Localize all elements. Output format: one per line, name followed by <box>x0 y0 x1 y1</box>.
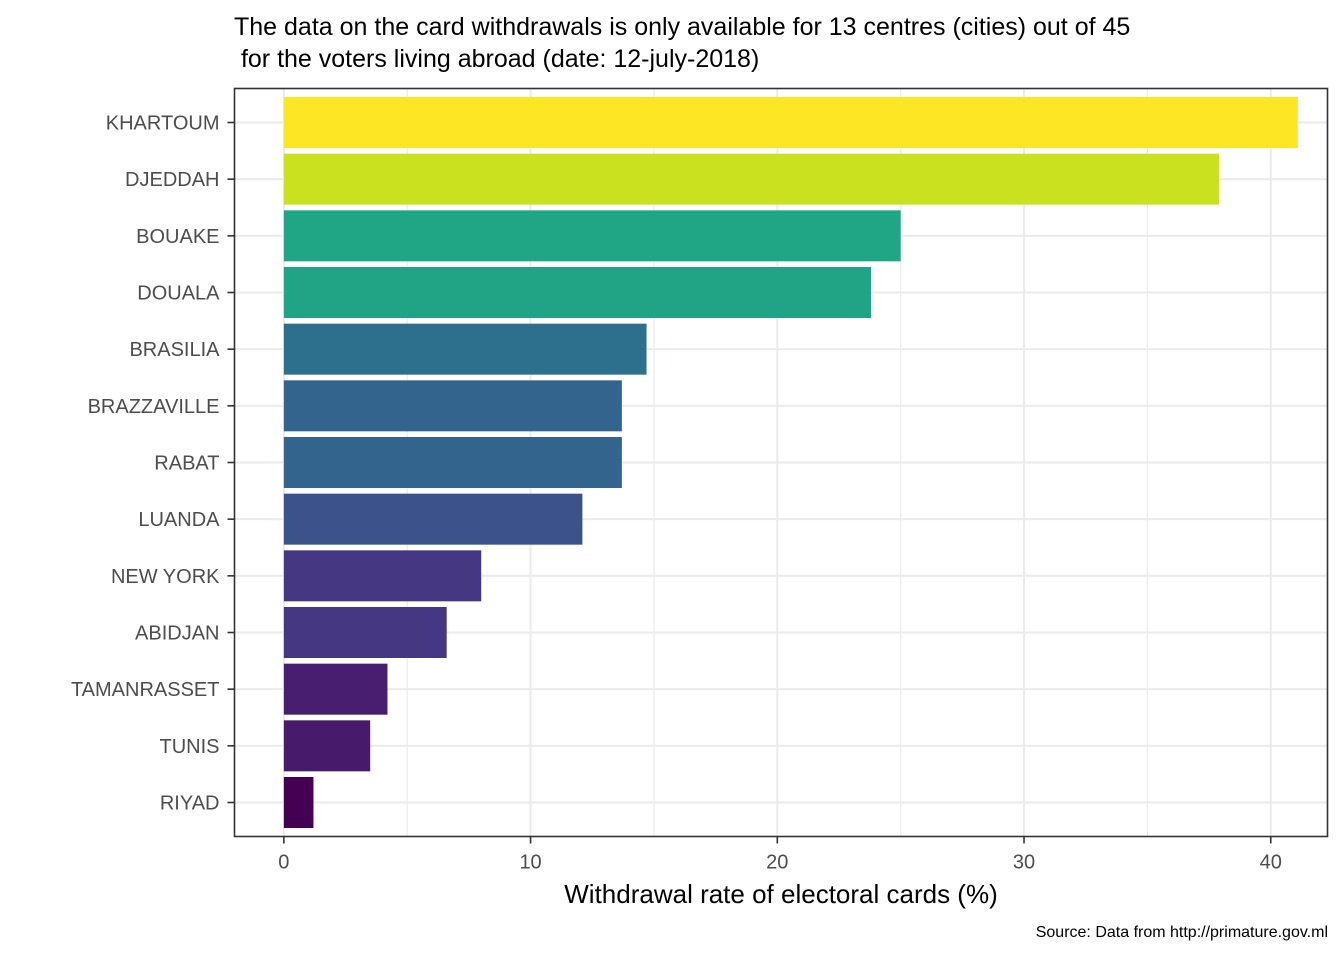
y-tick-label: RIYAD <box>160 793 220 815</box>
bar <box>283 437 622 488</box>
x-tick-label: 40 <box>1260 852 1282 874</box>
y-tick-label: DOUALA <box>137 283 220 305</box>
bar <box>283 97 1298 148</box>
y-tick-label: BRASILIA <box>129 339 220 361</box>
bar <box>283 550 482 602</box>
chart-caption: Source: Data from http://primature.gov.m… <box>1035 924 1328 941</box>
y-tick-label: LUANDA <box>138 509 220 531</box>
y-tick-label: KHARTOUM <box>106 113 220 135</box>
bar <box>283 267 872 318</box>
y-axis: KHARTOUM DJEDDAH BOUAKE DOUALA BRASILIA BRAZZ… <box>71 113 235 815</box>
y-tick-label: BRAZZAVILLE <box>88 396 220 418</box>
bar <box>283 380 622 432</box>
y-tick-label: TUNIS <box>160 736 220 758</box>
y-tick-label: BOUAKE <box>136 226 219 248</box>
bar <box>283 777 314 828</box>
x-axis: 0 10 20 30 40 <box>278 836 1282 874</box>
bars <box>283 97 1298 828</box>
y-tick-label: RABAT <box>154 453 219 475</box>
x-tick-label: 10 <box>519 852 541 874</box>
y-tick-label: ABIDJAN <box>135 623 219 645</box>
x-axis-title: Withdrawal rate of electoral cards (%) <box>564 879 997 909</box>
x-tick-label: 30 <box>1013 852 1035 874</box>
y-tick-label: TAMANRASSET <box>71 679 220 701</box>
y-tick-label: NEW YORK <box>111 566 220 588</box>
bar <box>283 210 901 262</box>
bar <box>283 607 447 658</box>
bar <box>283 720 371 772</box>
bar <box>283 153 1219 205</box>
chart-title: The data on the card withdrawals is only… <box>234 13 1131 73</box>
bar <box>283 663 388 715</box>
bar <box>283 493 583 545</box>
x-tick-label: 0 <box>278 852 289 874</box>
bar <box>283 323 647 375</box>
x-tick-label: 20 <box>766 852 788 874</box>
y-tick-label: DJEDDAH <box>125 169 219 191</box>
